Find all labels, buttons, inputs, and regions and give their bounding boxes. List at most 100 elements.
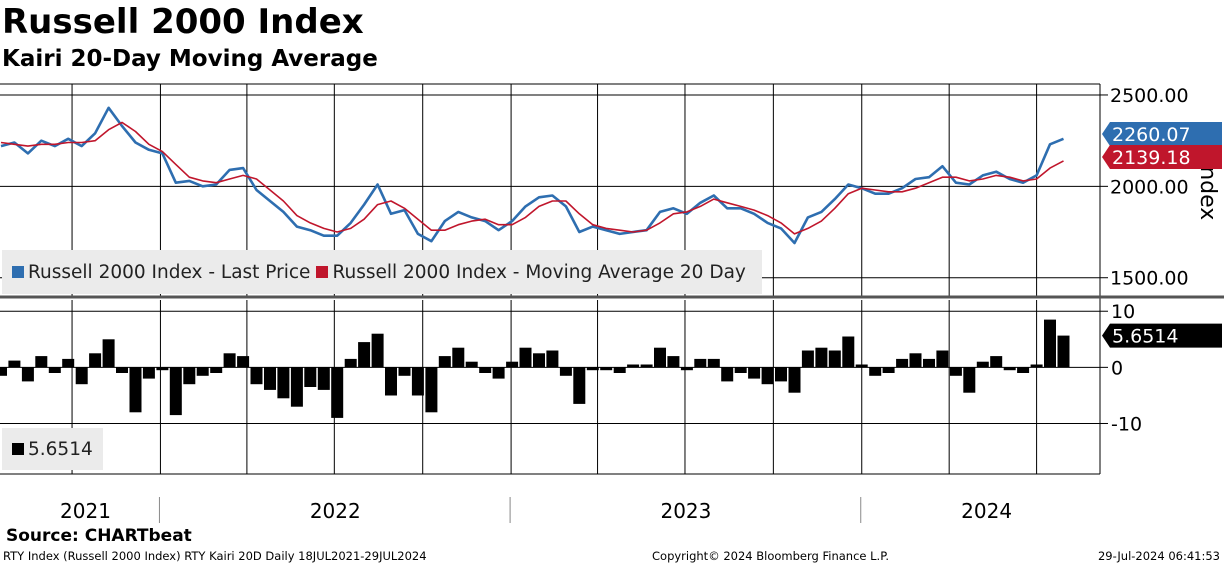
kairi-bar bbox=[250, 367, 263, 385]
ytick-label-bottom: -10 bbox=[1111, 413, 1142, 435]
kairi-bar bbox=[35, 356, 48, 368]
kairi-bar bbox=[909, 353, 922, 368]
kairi-bar bbox=[869, 367, 882, 376]
kairi-bar bbox=[519, 347, 532, 368]
price-lines bbox=[0, 106, 1064, 245]
kairi-bar bbox=[183, 367, 196, 385]
kairi-bar bbox=[976, 361, 989, 368]
ytick-label-top: 1500.00 bbox=[1110, 268, 1189, 290]
kairi-bar bbox=[331, 367, 344, 418]
legend-swatch-price bbox=[12, 266, 24, 278]
kairi-bar bbox=[492, 367, 505, 379]
kairi-bar bbox=[573, 367, 586, 404]
last-price-tag-label: 2260.07 bbox=[1112, 124, 1191, 146]
kairi-bar bbox=[304, 367, 317, 387]
kairi-bar bbox=[452, 347, 465, 368]
x-year-label: 2021 bbox=[60, 499, 111, 523]
kairi-bar bbox=[600, 367, 613, 371]
kairi-value-tag-shape bbox=[1102, 323, 1222, 348]
footer-copyright: Copyright© 2024 Bloomberg Finance L.P. bbox=[652, 549, 889, 563]
kairi-bar bbox=[75, 367, 88, 385]
bottom-panel-grid bbox=[0, 300, 1100, 474]
kairi-bar bbox=[923, 358, 935, 368]
kairi-bar bbox=[317, 367, 330, 390]
ytick-label-top: 2000.00 bbox=[1110, 176, 1189, 198]
axes: 2500.00 2000.00 1500.00 10 0 -10 2021 2022 2023 2… bbox=[0, 83, 1224, 523]
kairi-bar bbox=[680, 367, 693, 371]
legend-swatch-kairi bbox=[12, 443, 24, 455]
kairi-bar bbox=[398, 367, 411, 376]
legend-label-kairi: 5.6514 bbox=[28, 438, 93, 460]
kairi-bar bbox=[963, 367, 976, 393]
kairi-bar bbox=[425, 367, 438, 413]
kairi-bar bbox=[694, 358, 707, 368]
legend-item-ma: Russell 2000 Index - Moving Average 20 D… bbox=[316, 261, 746, 283]
series-line-moving-average bbox=[0, 121, 1064, 235]
kairi-bar bbox=[411, 367, 424, 396]
kairi-bar bbox=[438, 356, 451, 368]
kairi-bars bbox=[0, 319, 1070, 418]
kairi-bar bbox=[62, 358, 75, 368]
last-price-tag-shape bbox=[1102, 122, 1222, 146]
kairi-bar bbox=[344, 358, 357, 368]
kairi-bar bbox=[1017, 367, 1030, 373]
kairi-bar bbox=[465, 361, 478, 368]
x-year-label: 2022 bbox=[310, 499, 361, 523]
kairi-bar bbox=[815, 347, 828, 368]
kairi-bar bbox=[533, 353, 545, 368]
kairi-bar bbox=[385, 367, 397, 396]
kairi-bar bbox=[1057, 335, 1070, 368]
kairi-bar bbox=[949, 367, 962, 376]
legend-label-ma: Russell 2000 Index - Moving Average 20 D… bbox=[332, 261, 746, 283]
kairi-bar bbox=[546, 350, 559, 368]
kairi-bar bbox=[1030, 364, 1043, 368]
kairi-bar bbox=[156, 367, 169, 371]
kairi-bar bbox=[707, 358, 720, 368]
kairi-bar bbox=[89, 353, 102, 368]
kairi-bar bbox=[8, 360, 21, 368]
kairi-value-tag-label: 5.6514 bbox=[1112, 326, 1178, 348]
x-year-label: 2024 bbox=[961, 499, 1012, 523]
kairi-bar bbox=[559, 367, 572, 376]
moving-average-tag: 2139.18 bbox=[1102, 145, 1222, 169]
chart-title: Russell 2000 Index bbox=[2, 2, 364, 42]
kairi-bar bbox=[667, 356, 680, 368]
legend-swatch-ma bbox=[316, 266, 329, 278]
kairi-value-tag: 5.6514 bbox=[1102, 323, 1222, 348]
kairi-bar bbox=[640, 364, 653, 368]
kairi-bar bbox=[828, 350, 841, 368]
kairi-bar bbox=[788, 367, 801, 393]
kairi-bar bbox=[169, 367, 182, 416]
kairi-bar bbox=[936, 350, 949, 368]
kairi-bar bbox=[264, 367, 276, 390]
kairi-bar bbox=[761, 367, 774, 385]
kairi-bar bbox=[277, 367, 290, 399]
kairi-bar bbox=[896, 358, 909, 368]
kairi-bar bbox=[613, 367, 626, 373]
kairi-bar bbox=[654, 347, 666, 368]
kairi-bar bbox=[1044, 319, 1056, 368]
moving-average-tag-label: 2139.18 bbox=[1112, 147, 1191, 169]
ytick-label-top: 2500.00 bbox=[1110, 85, 1189, 107]
kairi-bar bbox=[116, 367, 128, 373]
kairi-bar bbox=[102, 339, 115, 368]
source-note: Source: CHARTbeat bbox=[6, 526, 192, 546]
kairi-bar bbox=[371, 333, 384, 368]
kairi-bar bbox=[142, 367, 155, 379]
kairi-bar bbox=[748, 367, 761, 379]
series-line-last-price bbox=[0, 106, 1064, 245]
kairi-bar bbox=[237, 356, 250, 368]
y-axis-label: Index bbox=[1195, 160, 1220, 221]
kairi-bar bbox=[1003, 367, 1016, 371]
kairi-bar bbox=[842, 336, 855, 368]
kairi-bar bbox=[210, 367, 223, 373]
kairi-bar bbox=[775, 367, 787, 382]
chart-subtitle: Kairi 20-Day Moving Average bbox=[2, 46, 378, 72]
last-price-tag: 2260.07 bbox=[1102, 122, 1222, 146]
kairi-bar bbox=[196, 367, 209, 376]
footer-timestamp: 29-Jul-2024 06:41:53 bbox=[1097, 549, 1220, 563]
kairi-bar bbox=[586, 367, 599, 371]
kairi-bar bbox=[290, 367, 303, 407]
